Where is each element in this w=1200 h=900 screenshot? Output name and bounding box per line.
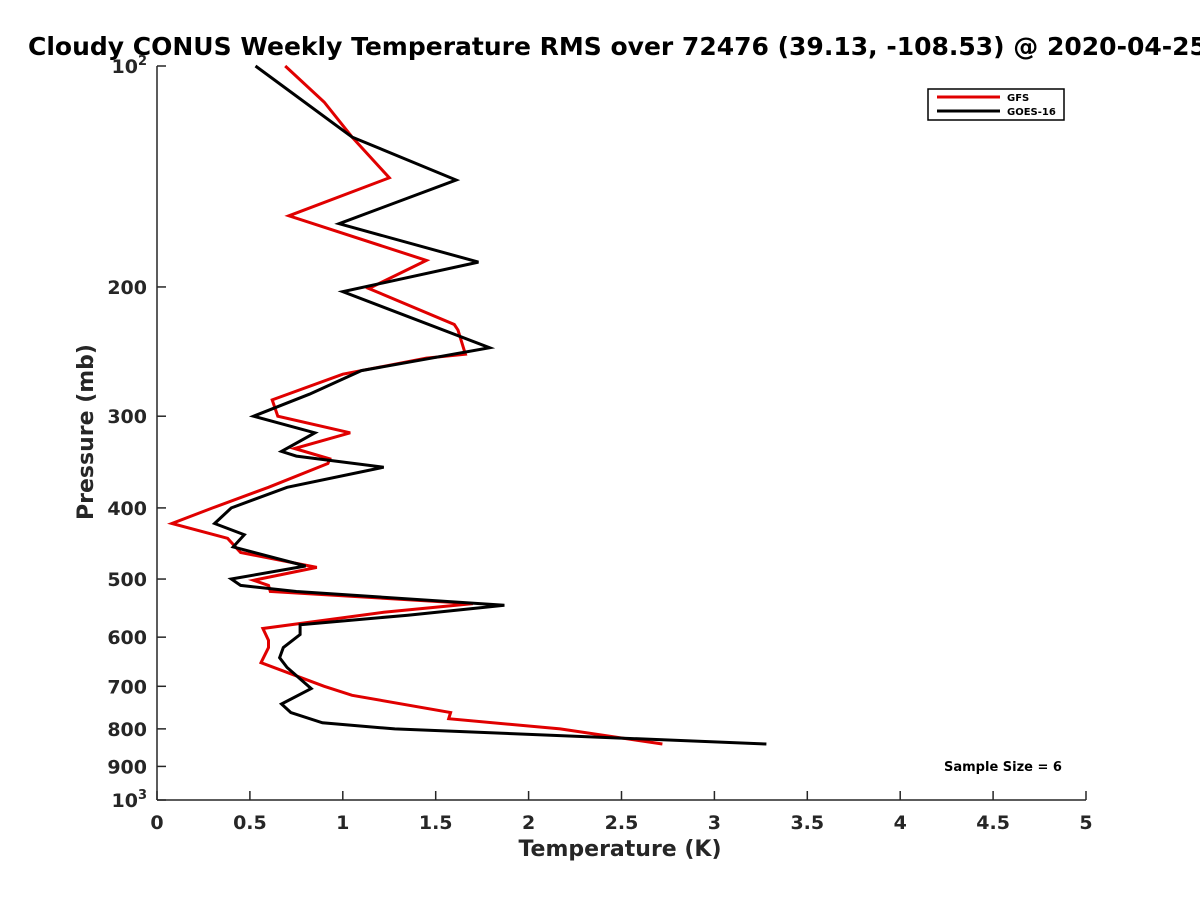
x-tick-label: 3 [708, 812, 721, 834]
legend: GFS GOES-16 [927, 88, 1065, 121]
y-tick-label: 600 [107, 627, 147, 649]
chart-title: Cloudy CONUS Weekly Temperature RMS over… [28, 32, 1200, 61]
x-tick-label: 5 [1079, 812, 1092, 834]
plot-area: 0 0.5 1 1.5 2 2.5 3 3.5 4 4.5 5 102 200 300 400 500 600 7… [107, 54, 1092, 834]
x-tick-label: 0 [150, 812, 163, 834]
axes-layer: 0 0.5 1 1.5 2 2.5 3 3.5 4 4.5 5 102 200 300 400 500 600 7… [107, 54, 1092, 834]
y-tick-label: 200 [107, 277, 147, 299]
legend-label-goes16: GOES-16 [1007, 107, 1056, 118]
y-tick-label: 103 [112, 788, 148, 812]
legend-label-gfs: GFS [1007, 93, 1029, 104]
legend-box [927, 88, 1065, 121]
y-tick-label: 400 [107, 498, 147, 520]
sample-size-annotation: Sample Size = 6 [944, 760, 1062, 775]
x-tick-label: 2.5 [605, 812, 639, 834]
series-layer [167, 64, 767, 746]
x-tick-label: 2 [522, 812, 535, 834]
x-tick-label: 1 [336, 812, 349, 834]
y-tick-label: 500 [107, 569, 147, 591]
y-axis-label: Pressure (mb) [74, 344, 99, 520]
y-tick-label: 800 [107, 719, 147, 741]
x-tick-label: 0.5 [233, 812, 267, 834]
series-line-goes16 [211, 64, 767, 746]
x-tick-label: 1.5 [419, 812, 453, 834]
x-tick-label: 3.5 [790, 812, 824, 834]
series-line-gfs [167, 64, 663, 746]
y-tick-label: 300 [107, 406, 147, 428]
x-axis-label: Temperature (K) [518, 837, 721, 862]
y-tick-label: 900 [107, 756, 147, 778]
x-tick-label: 4 [894, 812, 907, 834]
y-tick-label: 700 [107, 676, 147, 698]
x-tick-label: 4.5 [976, 812, 1010, 834]
y-tick-label: 102 [112, 54, 148, 78]
